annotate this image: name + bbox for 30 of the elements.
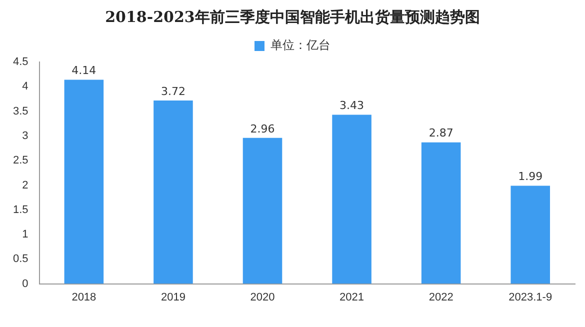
data-label: 3.72 xyxy=(160,84,186,98)
y-tick-label: 1.5 xyxy=(12,204,28,216)
bar xyxy=(154,100,193,284)
data-label: 1.99 xyxy=(518,170,543,184)
x-tick-label: 2018 xyxy=(72,291,96,304)
y-tick-label: 2 xyxy=(22,179,28,192)
data-label: 2.96 xyxy=(250,122,275,136)
x-tick-label: 2021 xyxy=(340,291,364,304)
legend-label: 单位：亿台 xyxy=(270,38,330,52)
y-tick-label: 3.5 xyxy=(12,105,28,118)
data-label: 3.43 xyxy=(340,99,364,112)
x-tick-label: 2022 xyxy=(428,291,454,304)
bar xyxy=(242,138,282,284)
chart-title: 2018-2023年前三季度中国智能手机出货量预测趋势图 xyxy=(104,8,481,27)
y-tick-label: 0 xyxy=(22,278,28,290)
y-tick-label: 2.5 xyxy=(12,154,28,167)
data-label: 4.14 xyxy=(72,64,96,78)
bar xyxy=(332,114,372,284)
bar xyxy=(64,80,104,284)
y-tick-label: 3 xyxy=(22,130,28,142)
data-label: 2.87 xyxy=(428,126,454,140)
y-tick-label: 0.5 xyxy=(12,253,28,266)
y-tick-label: 1 xyxy=(22,228,28,241)
x-tick-label: 2023.1-9 xyxy=(508,291,552,304)
x-tick-label: 2019 xyxy=(160,291,186,304)
y-tick-label: 4 xyxy=(22,80,28,93)
x-tick-label: 2020 xyxy=(250,291,275,304)
bar xyxy=(510,186,550,284)
bar xyxy=(421,142,461,284)
y-tick-label: 4.5 xyxy=(12,56,28,68)
